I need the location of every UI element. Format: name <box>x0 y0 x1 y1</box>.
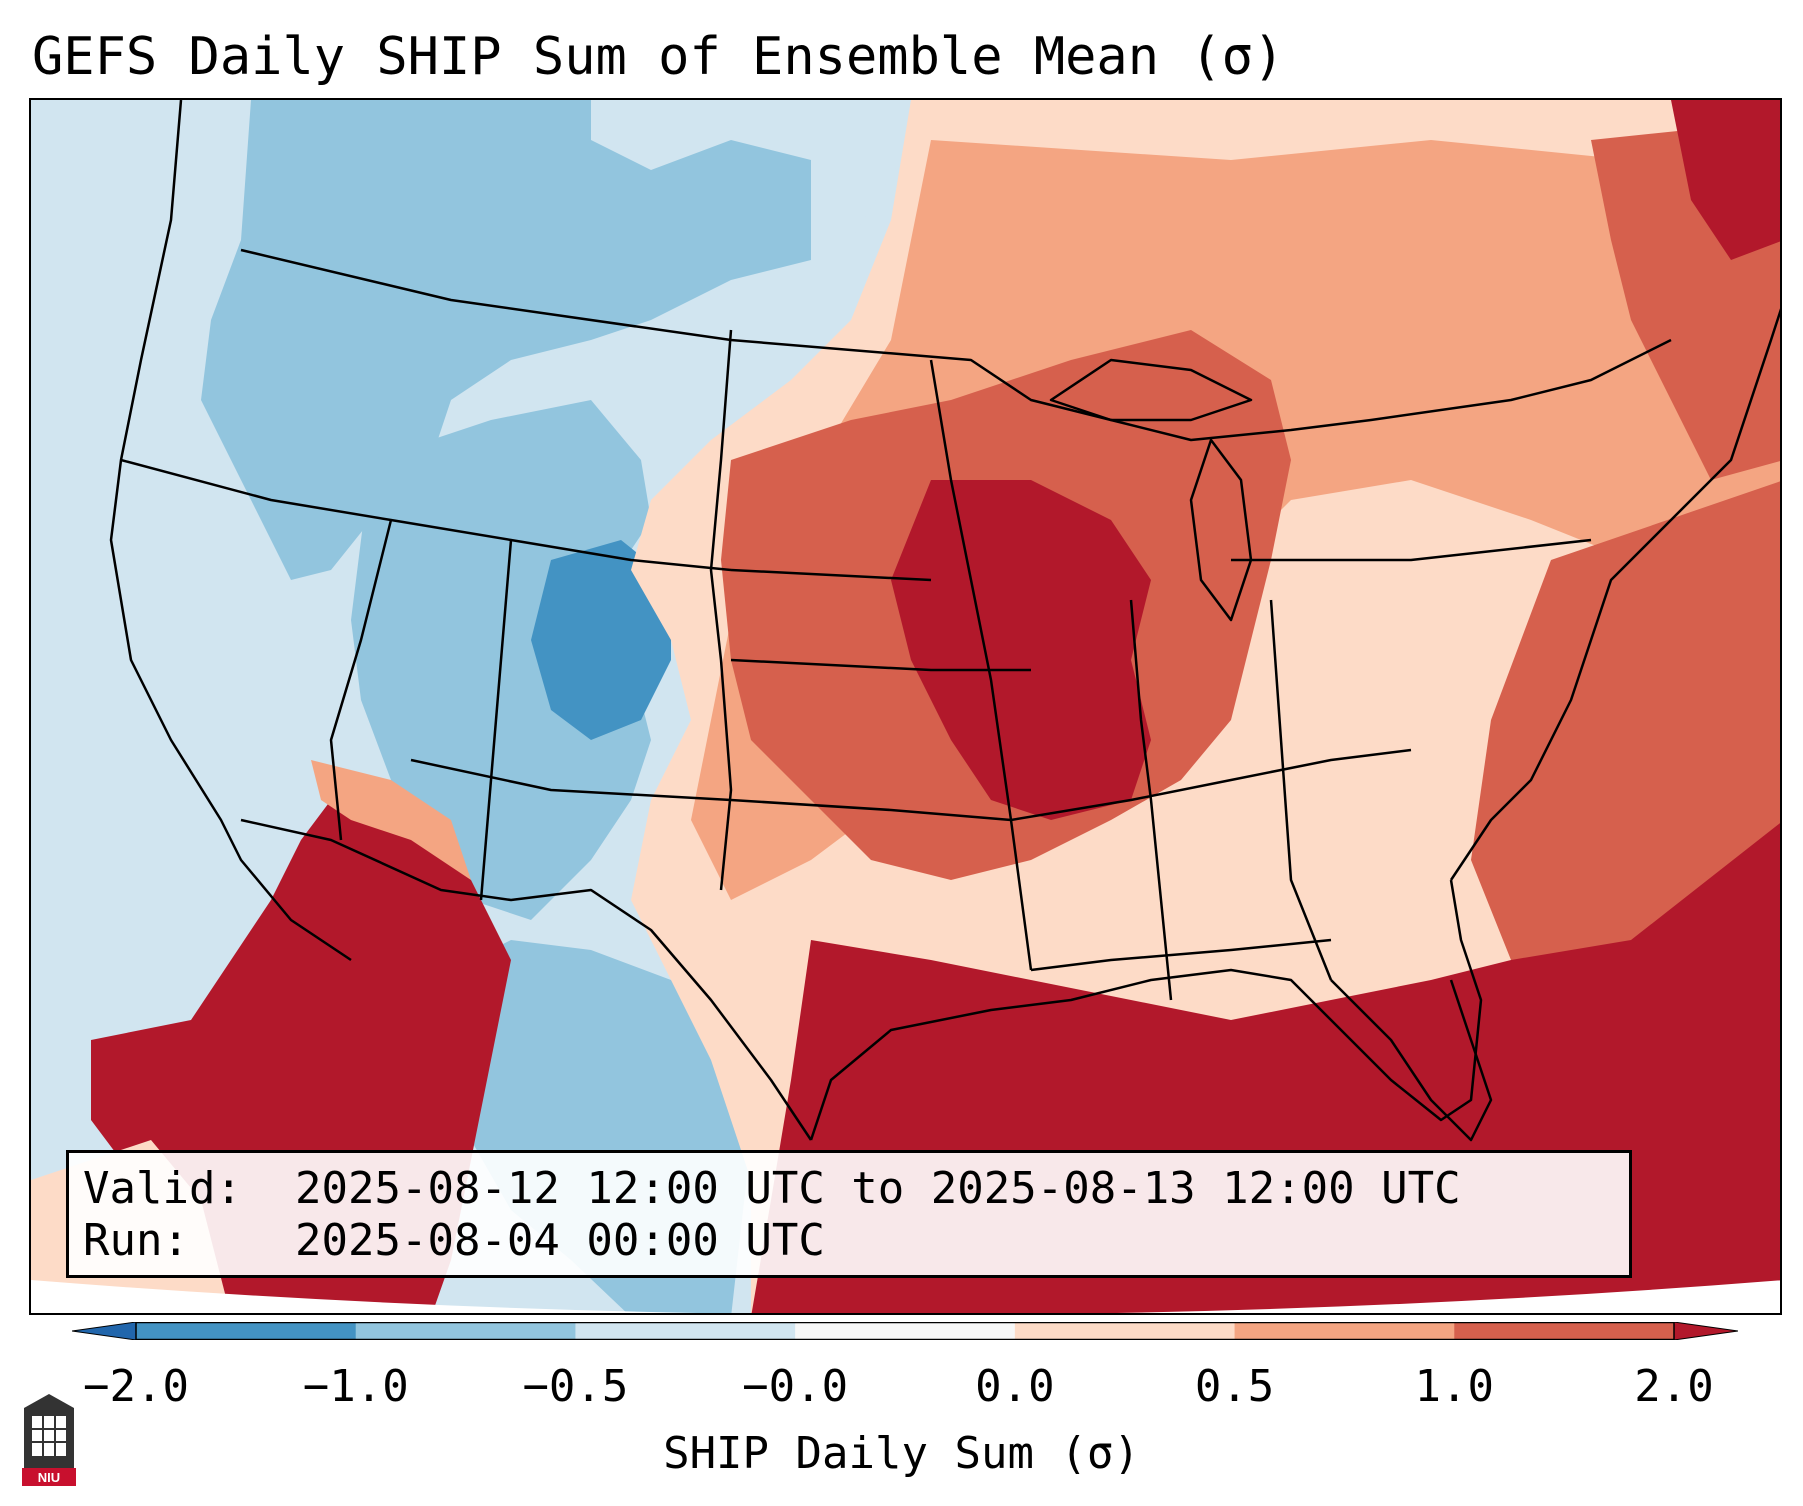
colorbar <box>72 1322 1738 1340</box>
colorbar-outline <box>135 1322 1675 1340</box>
colorbar-tick-label: −1.0 <box>302 1361 409 1412</box>
colorbar-bin <box>795 1322 1016 1340</box>
colorbar-tick-label: 2.0 <box>1634 1361 1714 1412</box>
state-line-8 <box>929 359 1033 971</box>
east-coast <box>1449 308 1780 881</box>
run-info-box: Valid: 2025-08-12 12:00 UTC to 2025-08-13… <box>66 1150 1632 1278</box>
great-lakes-superior <box>1049 358 1253 422</box>
region-strong-negative-colorado <box>531 540 671 740</box>
gulf-coast <box>809 879 1483 1141</box>
state-line-3 <box>479 539 513 901</box>
run-row: Run: 2025-08-04 00:00 UTC <box>83 1215 1615 1267</box>
state-line-4 <box>709 329 733 891</box>
region-extreme-positive-central <box>891 480 1151 820</box>
mexico-border <box>240 818 813 1141</box>
colorbar-tick-label: −0.5 <box>522 1361 629 1412</box>
colorbar-bin <box>355 1322 576 1340</box>
colorbar-bin <box>1014 1322 1236 1340</box>
niu-logo: NIU <box>22 1394 76 1486</box>
valid-label: Valid: <box>83 1163 242 1214</box>
domain-edge-bottom <box>31 1280 1780 1313</box>
colorbar-bin <box>1454 1322 1675 1340</box>
region-positive-mexico-edge <box>311 760 471 880</box>
chart-title: GEFS Daily SHIP Sum of Ensemble Mean (σ) <box>32 27 1285 87</box>
colorbar-tick-label: 1.0 <box>1414 1361 1495 1412</box>
colorbar-tick-label: −2.0 <box>83 1361 189 1412</box>
political-borders <box>109 100 1780 1142</box>
colorbar-tick-label: 0.0 <box>975 1361 1055 1412</box>
logo-window <box>32 1416 66 1456</box>
great-lakes-michigan <box>1189 438 1253 622</box>
florida-peninsula <box>1330 979 1493 1142</box>
region-extreme-positive-northeast <box>1671 100 1780 260</box>
canada-border <box>240 248 1672 442</box>
logo-text: NIU <box>38 1470 60 1485</box>
west-coast <box>109 100 352 962</box>
region-negative-west <box>201 100 811 580</box>
colorbar-tick-label: 0.5 <box>1194 1361 1275 1412</box>
anomaly-map <box>31 100 1780 1313</box>
state-line-9 <box>1129 599 1173 1001</box>
colorbar-tick-label: −0.0 <box>742 1361 849 1412</box>
run-label: Run: <box>83 1215 189 1266</box>
state-line-11 <box>1030 938 1332 972</box>
colorbar-bin <box>1234 1322 1455 1340</box>
colorbar-bin <box>136 1322 357 1340</box>
logo-banner <box>22 1468 76 1486</box>
state-line-2 <box>329 519 393 841</box>
state-line-6 <box>730 658 1031 672</box>
state-line-1 <box>120 458 732 572</box>
valid-value: 2025-08-12 12:00 UTC to 2025-08-13 12:00… <box>295 1163 1461 1214</box>
colorbar-label: SHIP Daily Sum (σ) <box>663 1428 1140 1479</box>
state-line-12 <box>1231 538 1592 562</box>
state-line-10 <box>1269 599 1333 981</box>
colorbar-bin <box>575 1322 796 1340</box>
logo-window-grid <box>32 1416 66 1456</box>
map-panel <box>29 98 1782 1315</box>
state-line-7 <box>730 568 932 582</box>
colorbar-over-arrow <box>1673 1322 1738 1340</box>
run-value: 2025-08-04 00:00 UTC <box>295 1215 825 1266</box>
valid-row: Valid: 2025-08-12 12:00 UTC to 2025-08-13… <box>83 1163 1615 1215</box>
region-strong-positive-atlantic <box>1471 481 1780 1000</box>
colorbar-under-arrow <box>72 1322 137 1340</box>
